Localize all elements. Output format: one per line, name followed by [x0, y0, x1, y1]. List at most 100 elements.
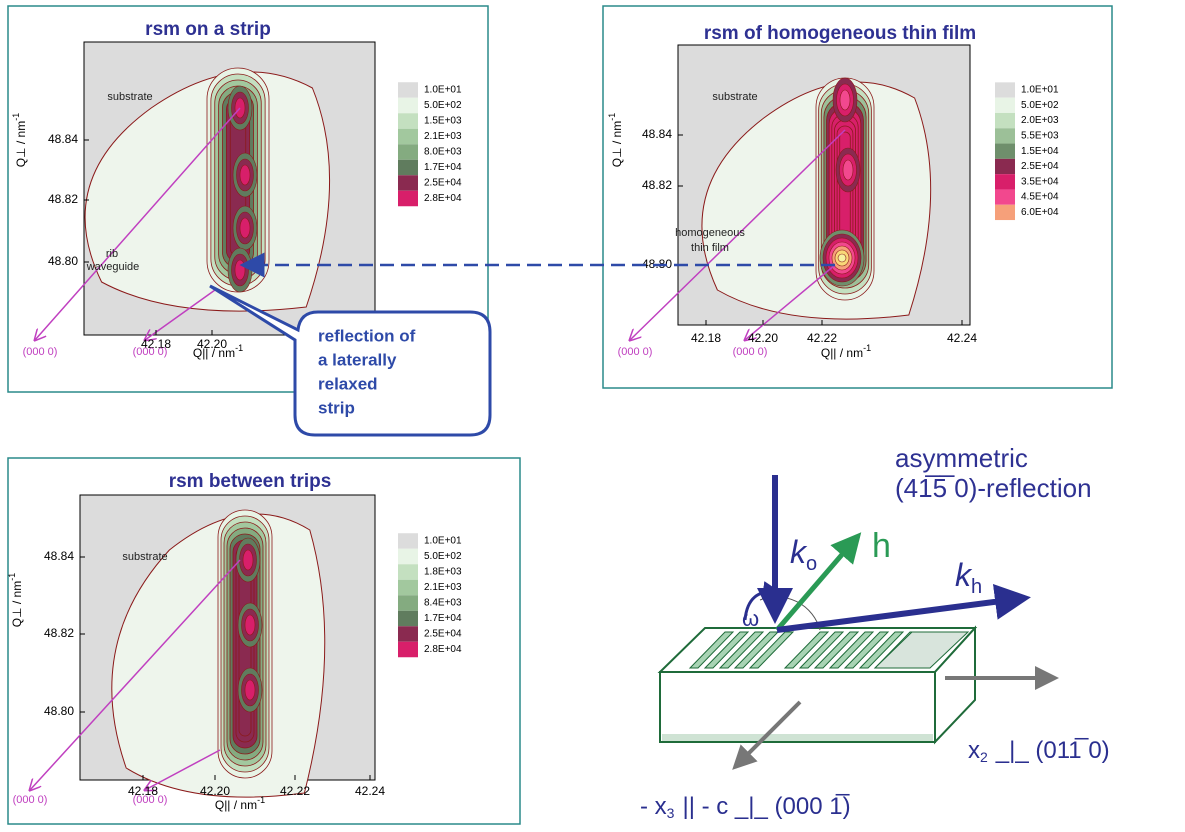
- y-tick-label: 48.82: [48, 192, 78, 206]
- legend-label: 5.0E+02: [1021, 100, 1059, 111]
- legend-label: 5.0E+02: [424, 100, 462, 111]
- contour-peak: [245, 615, 255, 635]
- legend-swatch: [995, 205, 1015, 220]
- x-axis-label-sup: -1: [235, 343, 243, 353]
- y-tick-label: 48.84: [642, 127, 672, 141]
- legend-swatch: [398, 175, 418, 191]
- x2-label: x2 _|_ (011̅ 0): [968, 737, 1110, 764]
- x-axis-label-text: Q|| / nm: [215, 798, 257, 812]
- x-tick-label: 42.24: [355, 784, 385, 798]
- annotation: homogeneous: [675, 227, 745, 239]
- contour-peak: [838, 254, 846, 262]
- contour-peak: [243, 550, 253, 570]
- panel: rsm between trips48.8448.8248.8042.1842.…: [7, 458, 520, 824]
- legend-swatch: [398, 160, 418, 176]
- x2-rest: _|_ (011̅ 0): [995, 737, 1110, 764]
- legend-swatch: [398, 580, 418, 596]
- callout-line: reflection of: [318, 326, 416, 345]
- legend-label: 1.0E+01: [424, 85, 462, 96]
- x2-sub: 2: [980, 749, 988, 765]
- diagram-title: asymmetric: [895, 443, 1028, 473]
- x3-label: - x3 || - c _|_ (000 1̅): [640, 793, 851, 820]
- y-axis-label-text: Q⊥ / nm: [10, 581, 24, 627]
- legend-label: 2.1E+03: [424, 131, 462, 142]
- contour-peak: [240, 165, 250, 185]
- x3-sub: 3: [667, 805, 675, 821]
- diagram-title: (41̅5̅ 0)-reflection: [895, 473, 1092, 503]
- annotation: thin film: [691, 242, 729, 254]
- panel-title: rsm between trips: [169, 471, 332, 492]
- legend-swatch: [398, 533, 418, 549]
- legend-label: 1.0E+01: [424, 536, 462, 547]
- legend-label: 2.0E+03: [1021, 115, 1059, 126]
- legend-swatch: [995, 113, 1015, 128]
- x-tick-label: 42.20: [748, 331, 778, 345]
- callout-line: a laterally: [318, 350, 397, 369]
- kh-sub: h: [971, 576, 982, 598]
- x-tick-label: 42.22: [807, 331, 837, 345]
- legend-label: 2.8E+04: [424, 193, 462, 204]
- contour-peak: [240, 218, 250, 238]
- x-tick-label: 42.22: [280, 784, 310, 798]
- y-axis-label-sup: -1: [607, 113, 617, 121]
- origin-label: (000 0): [133, 794, 168, 806]
- y-tick-label: 48.82: [44, 626, 74, 640]
- y-tick-label: 48.82: [642, 178, 672, 192]
- x3-pre: - x: [640, 793, 667, 820]
- legend-label: 1.7E+04: [424, 613, 462, 624]
- x-tick-label: 42.18: [691, 331, 721, 345]
- legend-swatch: [995, 159, 1015, 174]
- legend-swatch: [398, 129, 418, 145]
- y-tick-label: 48.84: [44, 549, 74, 563]
- legend-swatch: [398, 611, 418, 627]
- x-axis-label-text: Q|| / nm: [821, 346, 863, 360]
- annotation: substrate: [122, 551, 167, 563]
- legend-swatch: [398, 595, 418, 611]
- annotation: substrate: [107, 91, 152, 103]
- x2-pre: x: [968, 737, 980, 764]
- y-axis-label: Q⊥ / nm-1: [7, 573, 24, 627]
- legend-swatch: [995, 144, 1015, 159]
- legend-swatch: [398, 642, 418, 658]
- origin-label: (000 0): [13, 794, 48, 806]
- kh-label: kh: [955, 557, 982, 598]
- x3-rest: || - c _|_ (000 1̅): [682, 793, 850, 820]
- legend-label: 2.8E+04: [424, 644, 462, 655]
- y-tick-label: 48.80: [48, 254, 78, 268]
- omega-label: ω: [742, 606, 759, 631]
- x-axis-label-text: Q|| / nm: [193, 346, 235, 360]
- legend-label: 2.5E+04: [424, 629, 462, 640]
- legend-label: 1.5E+03: [424, 116, 462, 127]
- annotation: substrate: [712, 91, 757, 103]
- panel-title: rsm on a strip: [145, 19, 271, 40]
- legend-label: 5.5E+03: [1021, 131, 1059, 142]
- origin-label: (000 0): [23, 346, 58, 358]
- contour-peak: [245, 680, 255, 700]
- legend-swatch: [995, 82, 1015, 97]
- legend-label: 1.0E+01: [1021, 85, 1059, 96]
- legend-swatch: [995, 98, 1015, 113]
- legend-label: 4.5E+04: [1021, 192, 1059, 203]
- legend-swatch: [398, 191, 418, 207]
- k0-sub: o: [806, 553, 817, 575]
- legend-swatch: [995, 128, 1015, 143]
- y-axis-label-text: Q⊥ / nm: [14, 121, 28, 167]
- y-axis-label-text: Q⊥ / nm: [610, 121, 624, 167]
- legend-label: 6.0E+04: [1021, 207, 1059, 218]
- panel: rsm of homogeneous thin film48.8448.8248…: [603, 6, 1112, 388]
- y-tick-label: 48.80: [44, 704, 74, 718]
- legend-label: 1.7E+04: [424, 162, 462, 173]
- y-axis-label-sup: -1: [11, 113, 21, 121]
- crystal-base: [662, 734, 933, 741]
- legend-swatch: [398, 144, 418, 160]
- legend-label: 3.5E+04: [1021, 176, 1059, 187]
- callout-line: relaxed: [318, 374, 378, 393]
- x-axis-label-sup: -1: [863, 343, 871, 353]
- legend-label: 2.5E+04: [424, 178, 462, 189]
- h-label: h: [872, 527, 891, 565]
- y-axis-label-sup: -1: [7, 573, 17, 581]
- legend-swatch: [398, 549, 418, 565]
- panel-title: rsm of homogeneous thin film: [704, 23, 976, 44]
- legend-label: 2.1E+03: [424, 582, 462, 593]
- legend-swatch: [398, 113, 418, 129]
